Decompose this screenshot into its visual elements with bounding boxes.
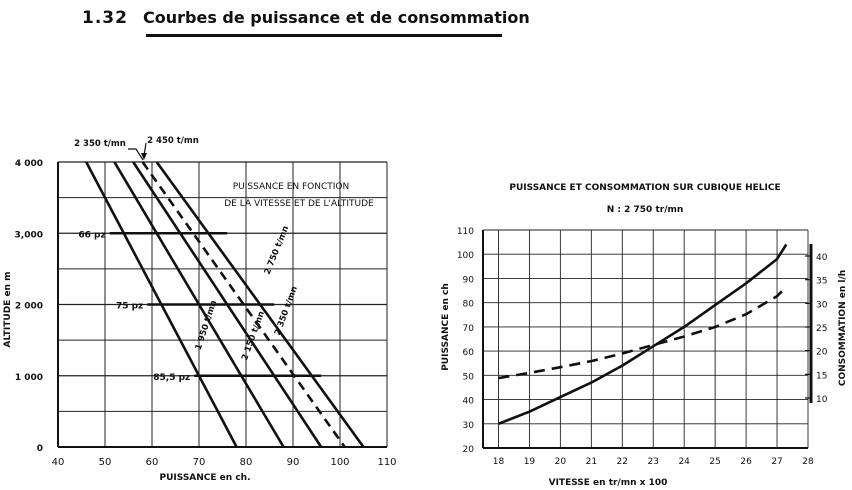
series-line-puissance xyxy=(498,243,788,426)
x-tick-label: 60 xyxy=(146,457,159,468)
x-tick-label: 23 xyxy=(648,457,659,467)
chart-title: PUISSANCE ET CONSOMMATION SUR CUBIQUE HE… xyxy=(509,183,780,193)
y2-tick-label: 15 xyxy=(816,371,827,381)
x-tick-label: 21 xyxy=(586,457,597,467)
section-title: Courbes de puissance et de consommation xyxy=(143,8,530,27)
series-line-consommation xyxy=(498,285,788,380)
x-tick-label: 80 xyxy=(240,457,253,468)
y-tick-label: 4 000 xyxy=(15,159,43,169)
y2-tick-label: 30 xyxy=(816,300,828,310)
x-tick-label: 70 xyxy=(193,457,206,468)
y-tick-label: 60 xyxy=(463,348,475,358)
y-tick-label: 100 xyxy=(457,251,474,261)
y2-tick-label: 40 xyxy=(816,253,828,263)
y2-tick-label: 25 xyxy=(816,324,827,334)
section-number: 1.32 xyxy=(82,8,128,28)
pressure-label: 85,5 pz xyxy=(153,373,190,383)
x-tick-label: 18 xyxy=(493,457,505,467)
x-tick-label: 25 xyxy=(709,457,720,467)
y-tick-label: 20 xyxy=(463,445,475,455)
y-tick-label: 1 000 xyxy=(15,373,43,383)
y-tick-label: 3,000 xyxy=(15,230,43,240)
chart-title-line: DE LA VITESSE ET DE L'ALTITUDE xyxy=(224,199,374,209)
x-tick-label: 26 xyxy=(740,457,752,467)
x-tick-label: 22 xyxy=(617,457,628,467)
leader-arrow xyxy=(141,153,147,160)
x-tick-label: 19 xyxy=(524,457,536,467)
chart-subtitle: N : 2 750 tr/mn xyxy=(607,205,684,215)
y-tick-label: 0 xyxy=(37,444,43,454)
series-label-2-150-t-mn: 2 150 t/mn xyxy=(240,310,267,362)
pressure-label: 75 pz xyxy=(116,302,143,312)
y-tick-label: 80 xyxy=(463,300,475,310)
series-label-2-750-t-mn: 2 750 t/mn xyxy=(263,224,292,276)
y-tick-label: 50 xyxy=(463,372,475,382)
x-axis-title: PUISSANCE en ch. xyxy=(159,473,250,483)
y-tick-label: 30 xyxy=(463,421,475,431)
y2-axis-title: CONSOMMATION en l/h xyxy=(838,270,848,386)
title-underline xyxy=(146,34,502,37)
y2-tick-label: 35 xyxy=(816,277,827,287)
y-axis-title: ALTITUDE en m xyxy=(3,272,13,348)
y2-tick-label: 20 xyxy=(816,348,828,358)
altitude-power-chart: 40 50 60 70 80 90 100 110 0 1 000 2 000 3,000 4 000 P… xyxy=(3,136,397,483)
y-tick-label: 40 xyxy=(463,397,475,407)
y-tick-label: 70 xyxy=(463,324,475,334)
x-tick-label: 50 xyxy=(99,457,112,468)
x-tick-label: 28 xyxy=(802,457,814,467)
y-tick-label: 2 000 xyxy=(15,302,43,312)
series-line-2-450-t-mn xyxy=(141,161,346,448)
top-label: 2 450 t/mn xyxy=(147,136,199,146)
y2-tick-label: 10 xyxy=(816,395,828,405)
y-tick-label: 110 xyxy=(457,227,474,237)
y-tick-label: 90 xyxy=(463,275,475,285)
x-tick-label: 90 xyxy=(287,457,300,468)
section-header: 1.32 Courbes de puissance et de consomma… xyxy=(0,0,852,60)
top-label: 2 350 t/mn xyxy=(74,139,126,149)
y-axis-title: PUISSANCE en ch xyxy=(441,283,451,371)
pressure-label: 66 pz xyxy=(78,230,105,240)
x-tick-label: 110 xyxy=(377,457,396,468)
x-tick-label: 20 xyxy=(555,457,567,467)
chart-title-line: PUISSANCE EN FONCTION xyxy=(233,182,350,192)
x-tick-label: 100 xyxy=(330,457,349,468)
x-tick-label: 27 xyxy=(771,457,782,467)
power-consumption-chart: 18 19 20 21 22 23 24 25 26 27 28 20 30 40 50 60 70 80 90 10… xyxy=(441,183,848,488)
series-label-1-950-t-mn: 1 950 t/mn xyxy=(194,299,219,351)
x-axis-title: VITESSE en tr/mn x 100 xyxy=(549,478,668,488)
x-tick-label: 40 xyxy=(52,457,65,468)
x-tick-label: 24 xyxy=(678,457,690,467)
leader-line xyxy=(128,148,144,161)
